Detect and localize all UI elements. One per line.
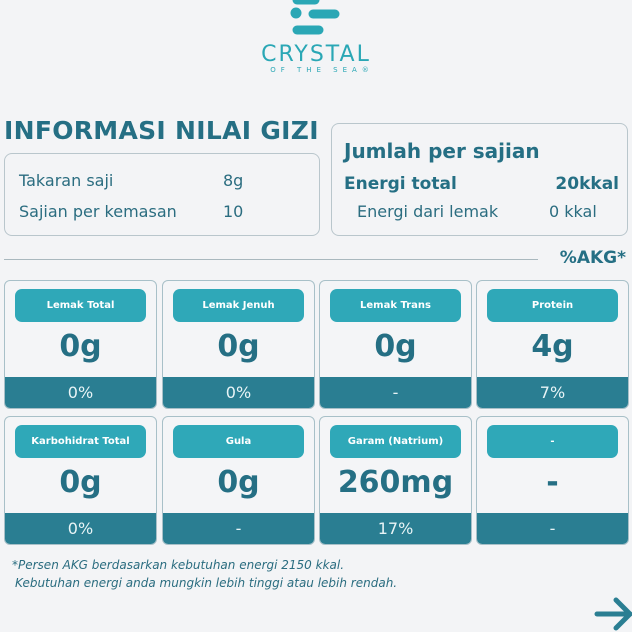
nutrient-amount: 0g [59,329,102,364]
footnote-line-1: *Persen AKG berdasarkan kebutuhan energi… [12,558,345,572]
divider [4,259,538,260]
nutrient-card: Protein 4g 7% [476,280,629,409]
nutrient-akg: - [320,377,471,408]
nutrient-amount: 4g [531,329,574,364]
nutrient-name: Karbohidrat Total [15,425,146,458]
nutrient-name: Protein [487,289,618,322]
fat-energy-label: Energi dari lemak [357,202,499,221]
nutrient-card: Gula 0g - [162,416,315,545]
energy-total-value: 20kkal [555,174,619,194]
nutrient-card: Lemak Trans 0g - [319,280,472,409]
per-serving-heading: Jumlah per sajian [344,139,540,163]
nutrient-amount: 0g [374,329,417,364]
nutrient-card: Garam (Natrium) 260mg 17% [319,416,472,545]
nutrient-akg: 0% [5,513,156,544]
logo-icon [290,0,340,35]
nutrient-card: Lemak Jenuh 0g 0% [162,280,315,409]
nutrient-card: Lemak Total 0g 0% [4,280,157,409]
nutrient-name: Garam (Natrium) [330,425,461,458]
page-title: INFORMASI NILAI GIZI [4,116,319,145]
footnote-line-2: Kebutuhan energi anda mungkin lebih ting… [15,576,398,590]
brand-name: CRYSTAL [261,42,371,67]
brand-tagline: OF THE SEA® [270,66,374,74]
servings-per-pack-label: Sajian per kemasan [19,202,177,221]
nutrient-card: Karbohidrat Total 0g 0% [4,416,157,545]
nutrient-akg: 0% [163,377,314,408]
nutrient-name: Lemak Total [15,289,146,322]
fat-energy-value: 0 kkal [549,202,597,221]
nutrient-akg: - [477,513,628,544]
akg-label: %AKG* [559,248,626,268]
nutrient-amount: - [546,465,559,500]
nutrient-akg: 17% [320,513,471,544]
nutrient-card: - - - [476,416,629,545]
serving-info-box: Takaran saji 8g Sajian per kemasan 10 [4,153,320,236]
nutrient-name: Lemak Trans [330,289,461,322]
energy-total-label: Energi total [344,174,457,194]
serving-size-value: 8g [223,171,244,190]
nutrient-amount: 0g [217,465,260,500]
nutrient-name: - [487,425,618,458]
per-serving-box: Jumlah per sajian Energi total 20kkal En… [331,123,628,236]
nutrient-akg: 0% [5,377,156,408]
nutrient-name: Gula [173,425,304,458]
nutrient-akg: - [163,513,314,544]
serving-size-label: Takaran saji [19,171,114,190]
nutrient-akg: 7% [477,377,628,408]
nutrient-amount: 0g [217,329,260,364]
next-arrow-icon[interactable] [592,596,632,632]
nutrient-amount: 260mg [337,465,454,500]
servings-per-pack-value: 10 [223,202,244,221]
nutrient-amount: 0g [59,465,102,500]
nutrient-name: Lemak Jenuh [173,289,304,322]
